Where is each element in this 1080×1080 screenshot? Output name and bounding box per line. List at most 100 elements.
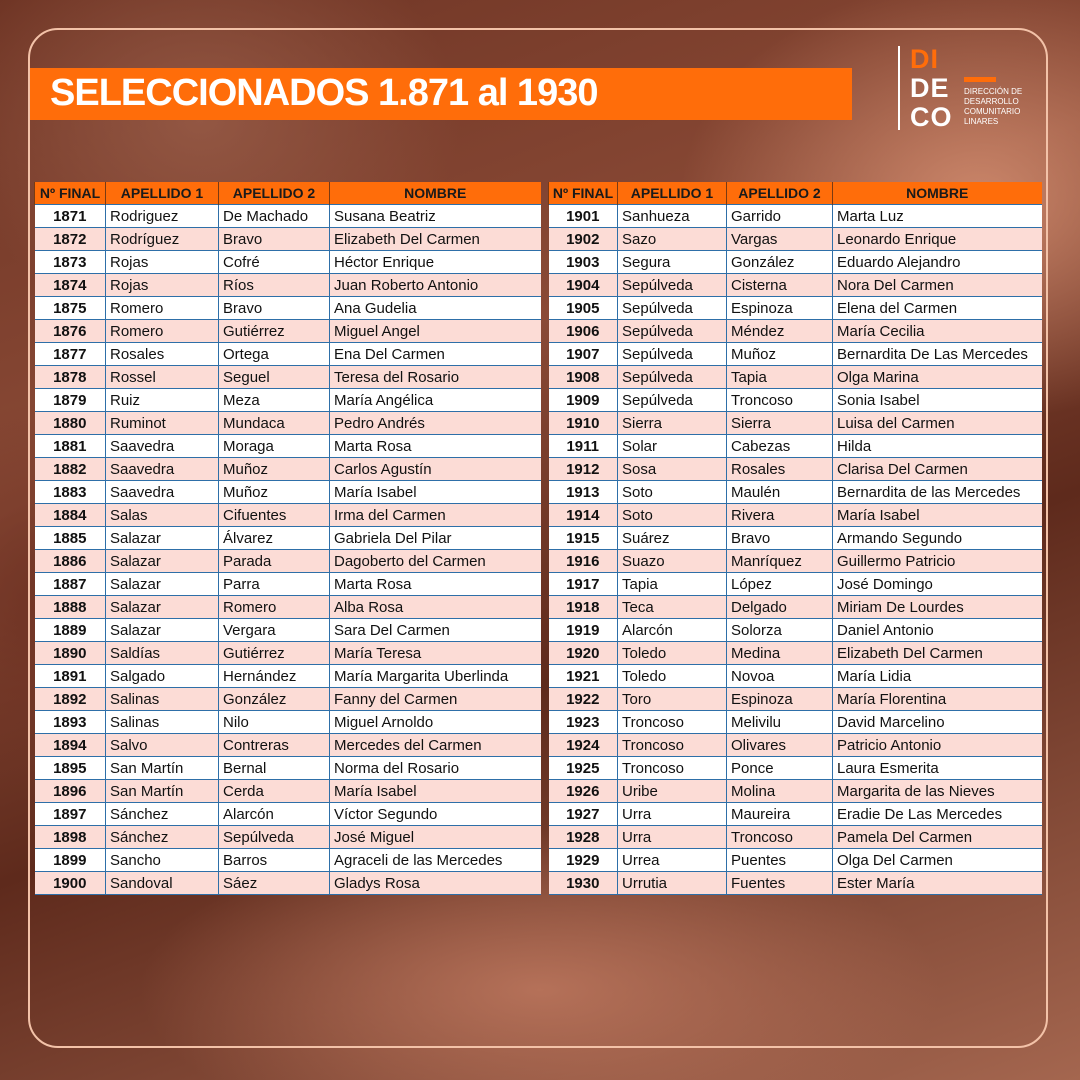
table-row: 1888 Salazar Romero Alba Rosa [34, 595, 541, 619]
cell-name: Eduardo Alejandro [832, 250, 1042, 274]
cell-number: 1917 [548, 572, 618, 596]
table-row: 1909 Sepúlveda Troncoso Sonia Isabel [548, 388, 1042, 412]
cell-name: María Angélica [329, 388, 541, 412]
table-header-row: Nº FINAL APELLIDO 1 APELLIDO 2 NOMBRE [34, 182, 541, 205]
cell-name: Margarita de las Nieves [832, 779, 1042, 803]
cell-number: 1872 [34, 227, 106, 251]
cell-name: Patricio Antonio [832, 733, 1042, 757]
cell-surname-2: Cisterna [726, 273, 833, 297]
cell-surname-1: Urra [617, 802, 727, 826]
cell-surname-2: Medina [726, 641, 833, 665]
logo-line-1: DI [910, 44, 939, 74]
cell-surname-1: Salazar [105, 572, 219, 596]
cell-surname-2: Contreras [218, 733, 330, 757]
cell-number: 1909 [548, 388, 618, 412]
cell-surname-2: Manríquez [726, 549, 833, 573]
cell-name: Norma del Rosario [329, 756, 541, 780]
cell-surname-1: Urrutia [617, 871, 727, 895]
cell-name: Ester María [832, 871, 1042, 895]
cell-surname-1: Rojas [105, 250, 219, 274]
cell-number: 1891 [34, 664, 106, 688]
cell-number: 1886 [34, 549, 106, 573]
cell-surname-2: Muñoz [218, 457, 330, 481]
cell-number: 1928 [548, 825, 618, 849]
cell-surname-1: Toledo [617, 664, 727, 688]
cell-surname-1: Urrea [617, 848, 727, 872]
cell-name: María Isabel [329, 480, 541, 504]
cell-number: 1876 [34, 319, 106, 343]
cell-name: Víctor Segundo [329, 802, 541, 826]
cell-surname-2: Vargas [726, 227, 833, 251]
column-header-name: NOMBRE [832, 182, 1042, 205]
cell-surname-1: Sepúlveda [617, 296, 727, 320]
cell-number: 1925 [548, 756, 618, 780]
cell-number: 1916 [548, 549, 618, 573]
cell-number: 1908 [548, 365, 618, 389]
cell-surname-1: Suazo [617, 549, 727, 573]
cell-name: Sonia Isabel [832, 388, 1042, 412]
cell-surname-2: Álvarez [218, 526, 330, 550]
cell-number: 1879 [34, 388, 106, 412]
cell-surname-1: Ruiz [105, 388, 219, 412]
cell-number: 1898 [34, 825, 106, 849]
cell-surname-2: González [726, 250, 833, 274]
cell-surname-1: Salgado [105, 664, 219, 688]
cell-name: Laura Esmerita [832, 756, 1042, 780]
cell-number: 1878 [34, 365, 106, 389]
cell-surname-2: Garrido [726, 204, 833, 228]
cell-name: Elena del Carmen [832, 296, 1042, 320]
cell-name: Teresa del Rosario [329, 365, 541, 389]
cell-number: 1875 [34, 296, 106, 320]
table-row: 1926 Uribe Molina Margarita de las Nieves [548, 779, 1042, 803]
cell-surname-1: Teca [617, 595, 727, 619]
cell-number: 1926 [548, 779, 618, 803]
cell-number: 1900 [34, 871, 106, 895]
cell-name: Juan Roberto Antonio [329, 273, 541, 297]
cell-number: 1902 [548, 227, 618, 251]
cell-surname-2: Solorza [726, 618, 833, 642]
cell-surname-1: Sepúlveda [617, 365, 727, 389]
cell-number: 1895 [34, 756, 106, 780]
cell-name: Daniel Antonio [832, 618, 1042, 642]
table-row: 1880 Ruminot Mundaca Pedro Andrés [34, 411, 541, 435]
cell-surname-2: Gutiérrez [218, 319, 330, 343]
table-row: 1884 Salas Cifuentes Irma del Carmen [34, 503, 541, 527]
cell-surname-2: Barros [218, 848, 330, 872]
table-row: 1898 Sánchez Sepúlveda José Miguel [34, 825, 541, 849]
table-row: 1901 Sanhueza Garrido Marta Luz [548, 204, 1042, 228]
cell-name: Carlos Agustín [329, 457, 541, 481]
cell-surname-2: Gutiérrez [218, 641, 330, 665]
table-row: 1904 Sepúlveda Cisterna Nora Del Carmen [548, 273, 1042, 297]
cell-surname-2: Cofré [218, 250, 330, 274]
cell-surname-2: Fuentes [726, 871, 833, 895]
decorative-frame [28, 28, 1048, 1048]
cell-surname-2: Bernal [218, 756, 330, 780]
selected-table-right: Nº FINAL APELLIDO 1 APELLIDO 2 NOMBRE 19… [548, 182, 1042, 895]
cell-number: 1918 [548, 595, 618, 619]
cell-surname-1: Saavedra [105, 434, 219, 458]
cell-name: María Lidia [832, 664, 1042, 688]
title-banner: SELECCIONADOS 1.871 al 1930 [30, 68, 852, 120]
table-header-row: Nº FINAL APELLIDO 1 APELLIDO 2 NOMBRE [548, 182, 1042, 205]
cell-number: 1913 [548, 480, 618, 504]
table-row: 1878 Rossel Seguel Teresa del Rosario [34, 365, 541, 389]
cell-surname-2: Mundaca [218, 411, 330, 435]
cell-surname-1: Rodriguez [105, 204, 219, 228]
cell-name: Marta Rosa [329, 434, 541, 458]
cell-surname-2: Hernández [218, 664, 330, 688]
table-row: 1913 Soto Maulén Bernardita de las Mercedes [548, 480, 1042, 504]
cell-name: María Margarita Uberlinda [329, 664, 541, 688]
cell-number: 1873 [34, 250, 106, 274]
table-row: 1911 Solar Cabezas Hilda [548, 434, 1042, 458]
cell-name: Armando Segundo [832, 526, 1042, 550]
table-row: 1873 Rojas Cofré Héctor Enrique [34, 250, 541, 274]
cell-surname-1: Uribe [617, 779, 727, 803]
cell-name: Hilda [832, 434, 1042, 458]
cell-surname-1: Sepúlveda [617, 388, 727, 412]
cell-surname-2: Bravo [218, 227, 330, 251]
cell-surname-1: Rossel [105, 365, 219, 389]
table-row: 1881 Saavedra Moraga Marta Rosa [34, 434, 541, 458]
cell-number: 1923 [548, 710, 618, 734]
cell-surname-2: Bravo [726, 526, 833, 550]
cell-name: Fanny del Carmen [329, 687, 541, 711]
